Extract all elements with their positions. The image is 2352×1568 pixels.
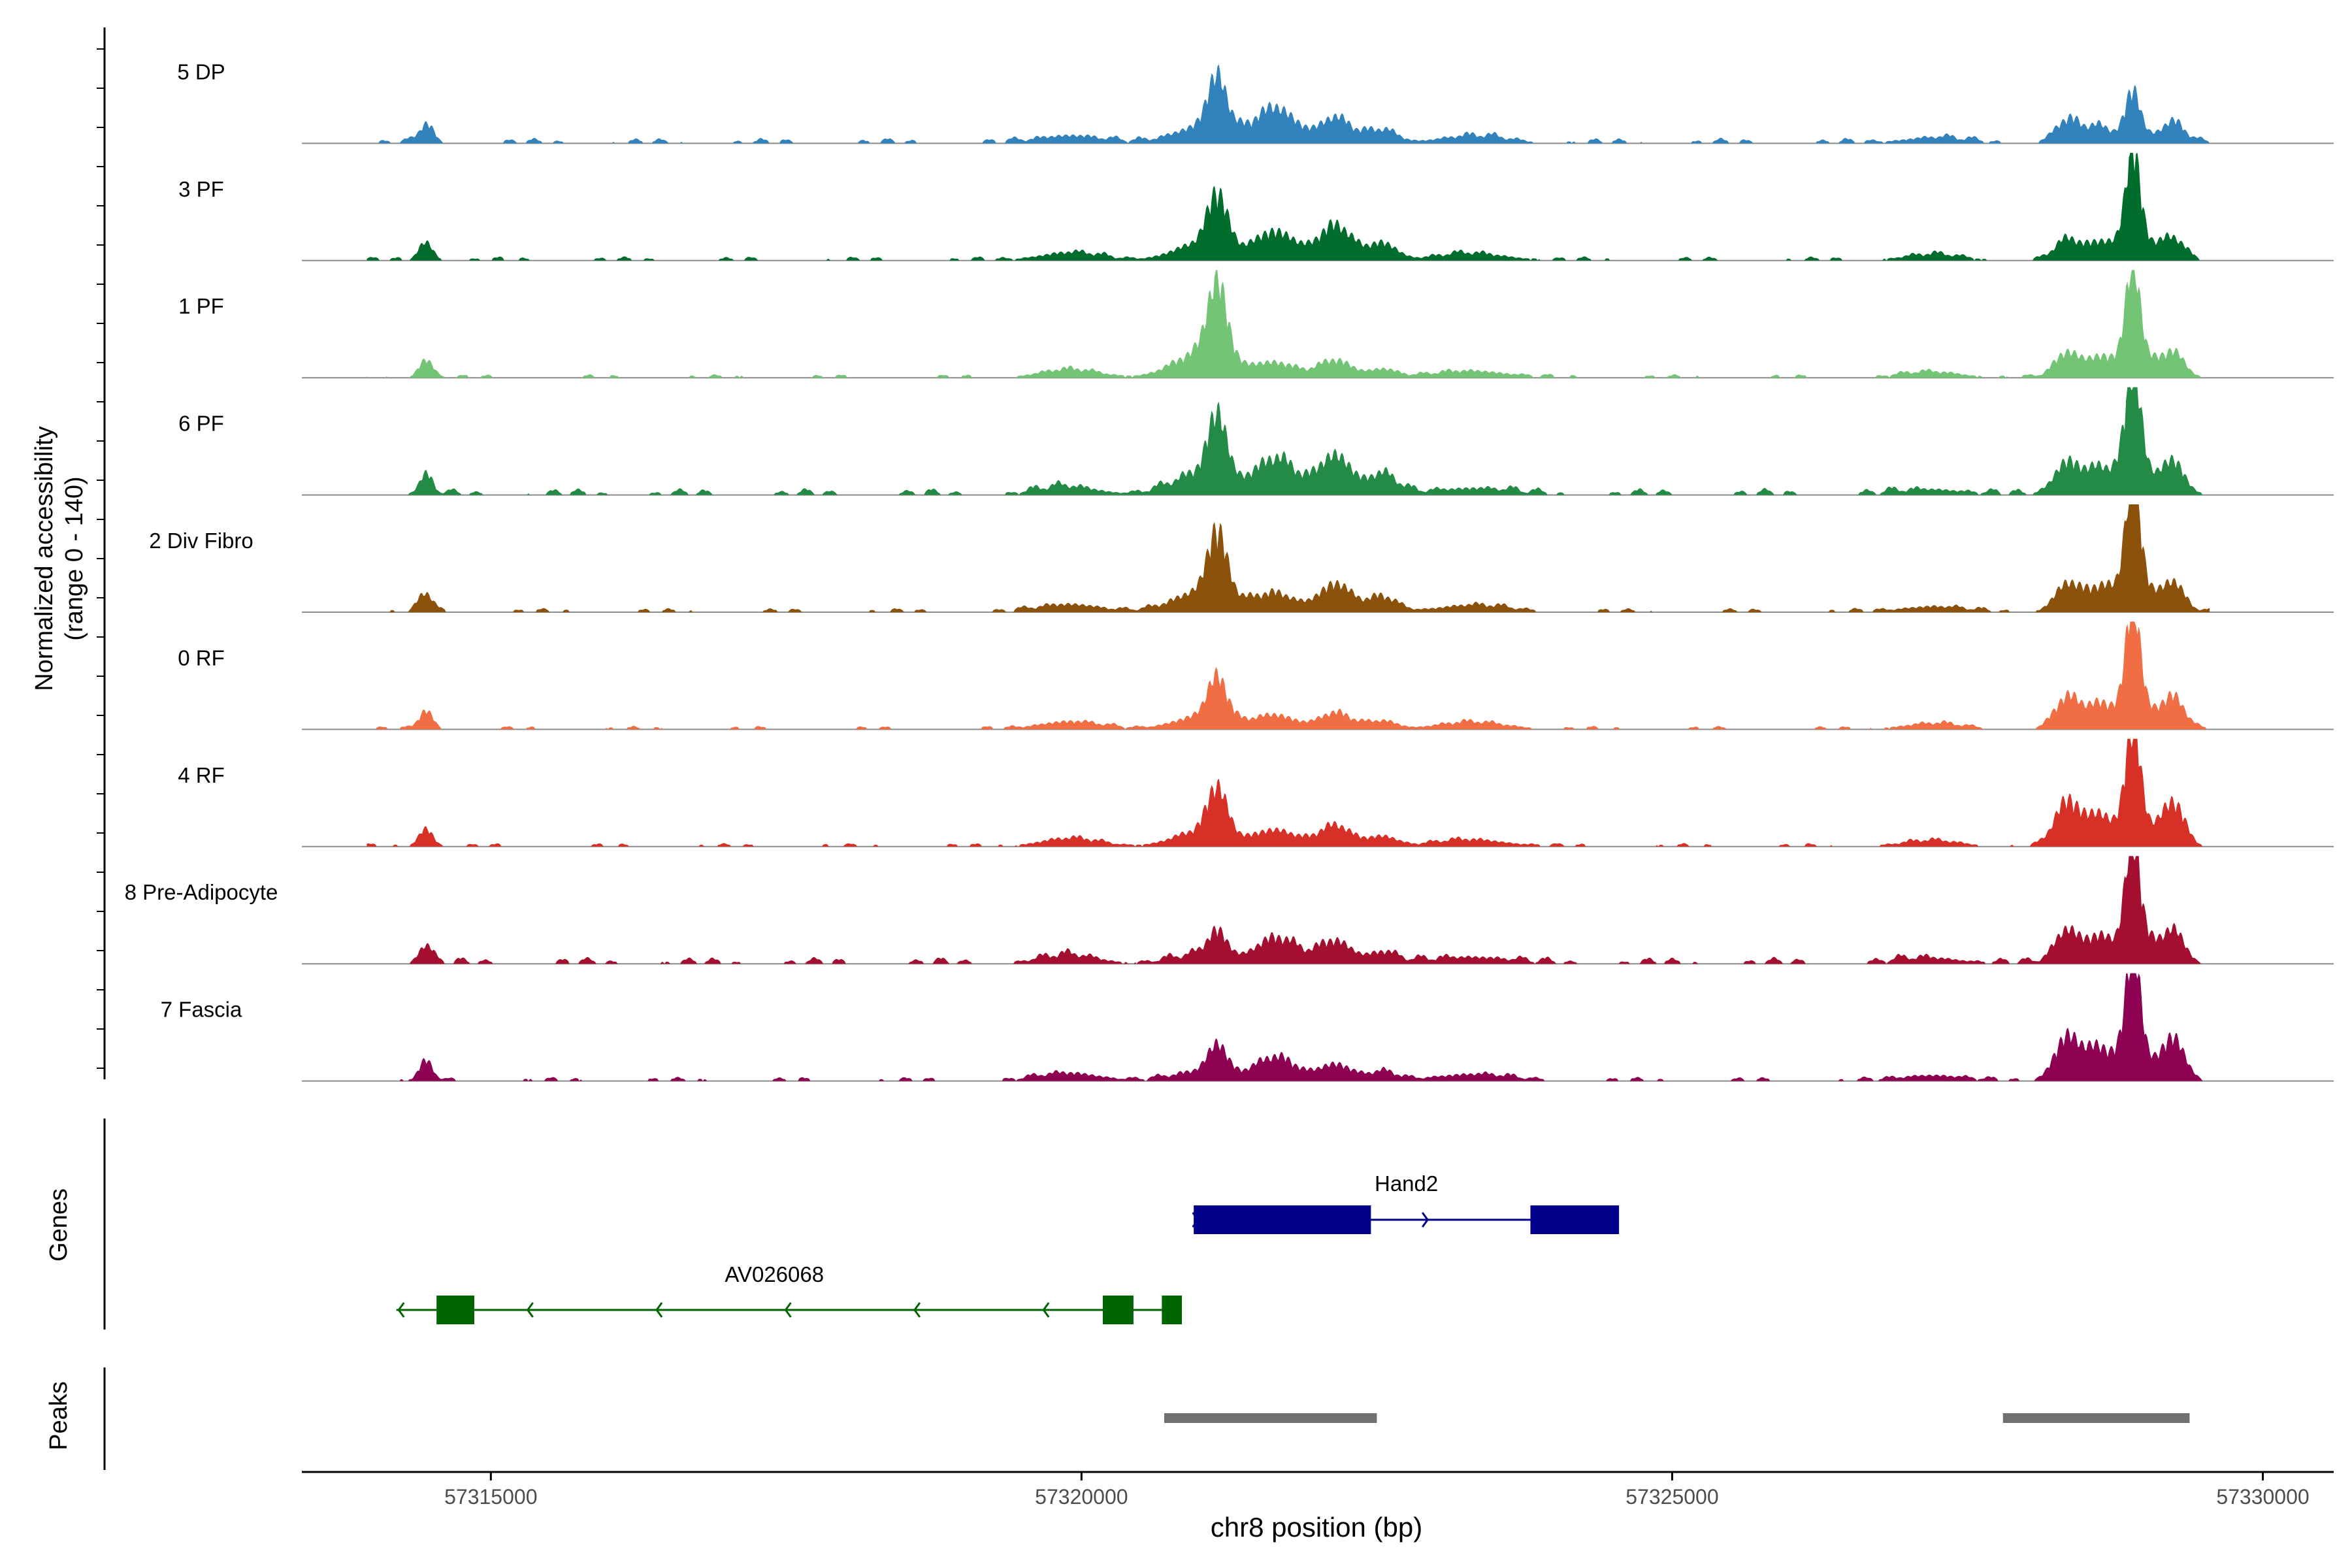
coverage-area-6-pf xyxy=(367,387,2210,495)
coverage-area-8-pre-adipocyte xyxy=(367,856,2210,964)
track-0-rf: 0 RF xyxy=(178,621,2334,730)
x-tick-label: 57320000 xyxy=(1035,1485,1128,1509)
track-8-pre-adipocyte: 8 Pre-Adipocyte xyxy=(125,856,2334,965)
peaks-panel xyxy=(1164,1413,2190,1423)
track-7-fascia: 7 Fascia xyxy=(161,973,2334,1082)
track-label-5-dp: 5 DP xyxy=(177,59,225,84)
track-1-pf: 1 PF xyxy=(178,270,2334,379)
track-label-6-pf: 6 PF xyxy=(178,412,224,436)
track-label-3-pf: 3 PF xyxy=(178,177,224,201)
gene-exon xyxy=(436,1296,474,1324)
coverage-area-5-dp xyxy=(367,64,2210,144)
x-tick-label: 57325000 xyxy=(1625,1485,1718,1509)
track-label-2-div-fibro: 2 Div Fibro xyxy=(149,529,253,553)
y-axis-label-line2: (range 0 - 140) xyxy=(61,476,88,640)
coverage-tracks: 5 DP 3 PF 1 PF 6 PF 2 Div Fibro 0 RF 4 RF 8 Pre… xyxy=(125,59,2334,1082)
peaks-panel-label: Peaks xyxy=(45,1381,73,1450)
gene-exon xyxy=(1162,1296,1183,1324)
track-label-1-pf: 1 PF xyxy=(178,294,224,318)
genes-panel-label: Genes xyxy=(45,1188,73,1262)
strand-arrow xyxy=(1421,1212,1429,1228)
x-tick-label: 57315000 xyxy=(444,1485,537,1509)
x-axis-title: chr8 position (bp) xyxy=(1211,1512,1423,1543)
track-label-7-fascia: 7 Fascia xyxy=(161,998,242,1022)
peak-region xyxy=(2002,1413,2190,1423)
coverage-area-3-pf xyxy=(367,152,2210,261)
track-4-rf: 4 RF xyxy=(178,738,2334,847)
track-label-8-pre-adipocyte: 8 Pre-Adipocyte xyxy=(125,880,278,904)
gene-exon xyxy=(1194,1205,1371,1234)
strand-arrow xyxy=(655,1302,663,1318)
strand-arrow xyxy=(526,1302,534,1318)
gene-hand2: Hand2 xyxy=(1192,1171,1620,1234)
coverage-area-4-rf xyxy=(367,738,2210,847)
track-3-pf: 3 PF xyxy=(178,152,2334,261)
left-axes xyxy=(97,27,106,1470)
track-label-4-rf: 4 RF xyxy=(178,763,225,787)
gene-annotation-panel: Hand2 AV026068 xyxy=(396,1171,1620,1324)
strand-arrow xyxy=(397,1302,405,1318)
gene-label-hand2: Hand2 xyxy=(1375,1171,1438,1196)
track-2-div-fibro: 2 Div Fibro xyxy=(149,504,2334,613)
coverage-area-0-rf xyxy=(367,621,2210,730)
peak-region xyxy=(1164,1413,1377,1423)
track-label-0-rf: 0 RF xyxy=(178,645,225,670)
track-5-dp: 5 DP xyxy=(177,59,2334,144)
coverage-area-7-fascia xyxy=(367,973,2210,1081)
gene-exon xyxy=(1530,1205,1620,1234)
gene-av026068: AV026068 xyxy=(396,1262,1183,1324)
y-axis-label-line1: Normalized accessibility xyxy=(31,426,58,691)
strand-arrow xyxy=(784,1302,792,1318)
gene-label-av026068: AV026068 xyxy=(725,1262,824,1286)
x-axis: 57315000 57320000 57325000 57330000 xyxy=(302,1471,2334,1509)
coverage-area-2-div-fibro xyxy=(367,504,2210,612)
x-tick-label: 57330000 xyxy=(2216,1485,2309,1509)
strand-arrow xyxy=(1042,1302,1050,1318)
coverage-area-1-pf xyxy=(367,270,2210,378)
strand-arrow xyxy=(913,1302,921,1318)
track-6-pf: 6 PF xyxy=(178,387,2334,496)
gene-exon xyxy=(1102,1296,1134,1324)
